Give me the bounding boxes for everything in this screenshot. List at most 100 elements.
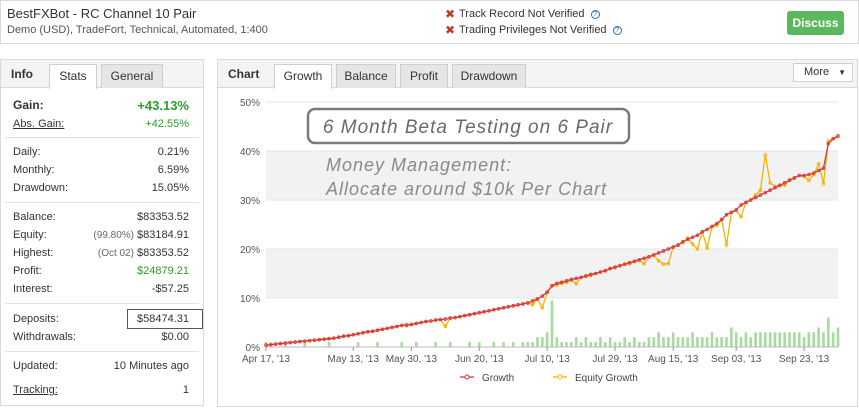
x-tick-label: May 13, '13	[328, 354, 380, 365]
growth-point	[365, 330, 370, 334]
growth-point	[685, 237, 690, 242]
divider	[5, 137, 199, 138]
divider	[5, 351, 199, 352]
growth-point	[409, 322, 414, 327]
volume-bar	[303, 342, 307, 347]
tracking-value: 1	[182, 384, 189, 396]
growth-point	[307, 338, 312, 343]
help-icon[interactable]: ?	[612, 25, 622, 35]
volume-bar	[492, 342, 496, 347]
line-series	[264, 134, 840, 348]
growth-point	[593, 271, 598, 276]
tab-growth[interactable]: Growth	[274, 64, 332, 89]
volume-bar	[647, 337, 651, 347]
growth-point	[525, 301, 530, 305]
growth-point	[661, 249, 666, 253]
abs-gain-label[interactable]: Abs. Gain:	[13, 118, 65, 130]
growth-point	[462, 313, 467, 318]
volume-bar	[817, 327, 820, 347]
growth-point	[414, 321, 419, 326]
x-tick-label: Jun 20, '13	[455, 354, 504, 365]
help-icon[interactable]: ?	[590, 9, 600, 19]
volume-bar	[710, 332, 714, 347]
growth-point	[656, 251, 661, 255]
growth-point	[802, 173, 806, 178]
growth-point	[283, 341, 288, 345]
volume-bar	[633, 337, 636, 347]
chart-tab-bar: Chart Growth Balance Profit Drawdown Mor…	[218, 60, 857, 89]
growth-point	[487, 308, 491, 313]
growth-point	[651, 253, 656, 257]
deposits-label: Deposits:	[13, 313, 59, 325]
growth-point	[467, 312, 472, 317]
volume-bar	[618, 342, 622, 347]
profit-label: Profit:	[13, 265, 42, 277]
growth-point	[477, 310, 482, 315]
growth-point	[433, 318, 438, 322]
tab-balance[interactable]: Balance	[336, 64, 396, 88]
growth-point	[312, 338, 317, 342]
volume-bar	[749, 337, 753, 347]
tracking-label[interactable]: Tracking:	[13, 384, 58, 396]
growth-point	[390, 325, 394, 330]
trading-privileges-label: Trading Privileges Not Verified	[459, 24, 607, 36]
volume-bar	[613, 342, 617, 347]
tab-drawdown[interactable]: Drawdown	[452, 64, 526, 88]
chart-legend: Growth Equity Growth	[460, 373, 638, 384]
growth-point	[521, 302, 525, 306]
growth-point	[782, 181, 787, 185]
x-tick-label: Apr 17, '13	[242, 354, 290, 365]
tab-profit[interactable]: Profit	[400, 64, 448, 88]
tab-general[interactable]: General	[101, 64, 163, 88]
deposits-value: $58474.31	[127, 309, 203, 329]
growth-point	[792, 176, 797, 180]
growth-point	[724, 212, 729, 217]
growth-point	[729, 210, 734, 215]
chart-panel: Chart Growth Balance Profit Drawdown Mor…	[217, 59, 858, 407]
growth-point	[821, 166, 826, 170]
volume-bar	[356, 342, 360, 347]
equity-growth-point	[443, 324, 448, 329]
equity-percent: (99.80%)	[93, 230, 134, 241]
legend-marker	[464, 374, 470, 380]
volume-bar	[594, 342, 597, 347]
highest-label: Highest:	[13, 247, 54, 259]
growth-point	[666, 247, 671, 251]
abs-gain-value: +42.55%	[145, 118, 189, 130]
monthly-value: 6.59%	[157, 164, 189, 176]
volume-bar	[822, 332, 825, 347]
growth-point	[482, 309, 486, 314]
growth-point	[458, 314, 462, 319]
daily-row: Daily: 0.21%	[13, 146, 189, 158]
volume-bar	[400, 342, 404, 347]
growth-point	[472, 311, 477, 316]
info-title: Info	[11, 67, 33, 81]
growth-point	[264, 343, 268, 347]
volume-bar	[540, 337, 544, 347]
volume-bar	[734, 332, 738, 347]
track-record-status: ✖ Track Record Not Verified ?	[445, 7, 600, 21]
equity-growth-point	[724, 243, 729, 247]
y-tick-label: 20%	[240, 245, 260, 256]
volume-bar	[652, 337, 656, 347]
growth-point	[273, 342, 278, 346]
growth-point	[496, 306, 501, 311]
growth-point	[584, 274, 588, 278]
growth-point	[375, 328, 380, 333]
tab-stats[interactable]: Stats	[49, 64, 97, 89]
x-axis: Apr 17, '13 May 13, '13 May 30, '13 Jun 20,…	[242, 346, 838, 365]
growth-point	[787, 178, 792, 183]
volume-bar	[555, 337, 559, 347]
growth-point	[559, 280, 564, 285]
volume-bar	[327, 342, 331, 347]
discuss-button[interactable]: Discuss	[787, 11, 844, 35]
growth-point	[816, 168, 821, 173]
track-record-label: Track Record Not Verified	[459, 8, 585, 20]
y-tick-label: 30%	[240, 196, 260, 207]
growth-point	[608, 266, 612, 271]
growth-point	[647, 255, 651, 259]
equity-growth-point	[666, 261, 671, 266]
growth-point	[642, 256, 646, 261]
volume-bar	[725, 337, 728, 347]
more-dropdown[interactable]: More ▼	[793, 63, 853, 82]
